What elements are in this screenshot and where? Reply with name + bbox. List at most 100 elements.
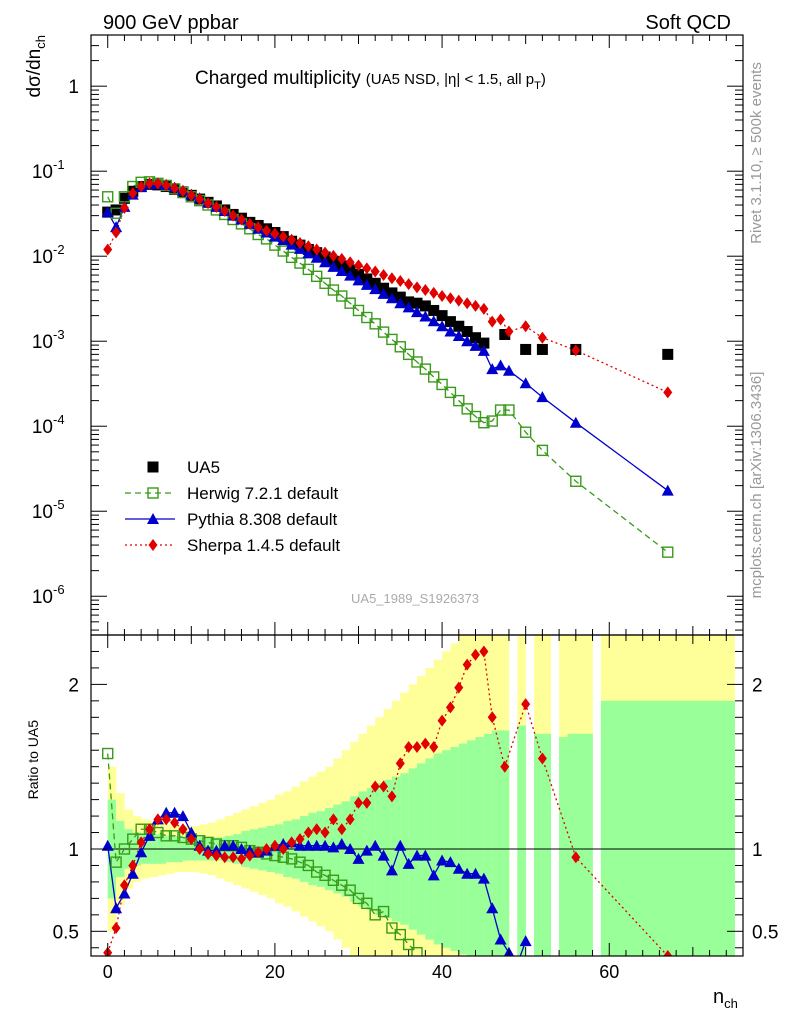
main-point-herwig-7-2-1-default bbox=[444, 386, 457, 399]
ratio-y-tick-label: 1 bbox=[68, 840, 79, 861]
ratio-point-pythia-8-308-default bbox=[385, 864, 398, 876]
ratio-point-herwig-7-2-1-default bbox=[102, 747, 114, 760]
ratio-point-pythia-8-308-default bbox=[486, 902, 499, 914]
main-point-herwig-7-2-1-default bbox=[411, 356, 423, 368]
ratio-point-sherpa-1-4-5-default bbox=[537, 752, 547, 765]
ratio-point-sherpa-1-4-5-default bbox=[379, 780, 389, 793]
y-tick-label-exponent: -1 bbox=[53, 157, 65, 172]
main-point-herwig-7-2-1-default bbox=[394, 341, 406, 353]
ratio-point-sherpa-1-4-5-default bbox=[186, 833, 196, 846]
y-tick-label: 10 bbox=[32, 417, 53, 438]
main-point-herwig-7-2-1-default bbox=[478, 417, 490, 429]
main-point-herwig-7-2-1-default bbox=[486, 415, 498, 427]
main-point-sherpa-1-4-5-default bbox=[312, 243, 322, 256]
ratio-point-sherpa-1-4-5-default bbox=[471, 648, 481, 661]
y-tick-label: 10 bbox=[32, 247, 53, 268]
main-point-herwig-7-2-1-default bbox=[344, 297, 356, 309]
main-point-sherpa-1-4-5-default bbox=[362, 262, 372, 275]
ratio-point-pythia-8-308-default bbox=[352, 852, 365, 864]
main-point-sherpa-1-4-5-default bbox=[195, 193, 205, 206]
legend: UA5 Herwig 7.2.1 default Pythia 8.308 defa… bbox=[125, 458, 340, 555]
ratio-point-sherpa-1-4-5-default bbox=[337, 823, 347, 836]
main-point-pythia-8-308-default bbox=[310, 251, 323, 263]
ratio-band-inner bbox=[534, 733, 552, 956]
main-point-sherpa-1-4-5-default bbox=[420, 284, 430, 297]
ratio-point-sherpa-1-4-5-default bbox=[228, 851, 238, 864]
main-point-pythia-8-308-default bbox=[436, 320, 449, 332]
main-point-herwig-7-2-1-default bbox=[102, 191, 114, 203]
main-point-pythia-8-308-default bbox=[519, 377, 532, 389]
ratio-point-sherpa-1-4-5-default bbox=[262, 843, 272, 855]
chart-title-sub-c: ) bbox=[541, 71, 546, 88]
ratio-point-pythia-8-308-default bbox=[293, 839, 306, 851]
main-point-sherpa-1-4-5-default bbox=[571, 344, 581, 357]
ratio-point-pythia-8-308-default bbox=[135, 846, 148, 858]
main-point-sherpa-1-4-5-default bbox=[445, 292, 455, 305]
ratio-point-pythia-8-308-default bbox=[477, 872, 490, 884]
y-tick-label: 10 bbox=[32, 502, 53, 523]
ratio-point-sherpa-1-4-5-default bbox=[437, 714, 447, 727]
ratio-point-herwig-7-2-1-default bbox=[118, 843, 131, 855]
ratio-point-herwig-7-2-1-default bbox=[386, 922, 398, 934]
ratio-point-sherpa-1-4-5-default bbox=[128, 859, 138, 872]
ratio-point-sherpa-1-4-5-default bbox=[312, 823, 322, 836]
main-point-pythia-8-308-default bbox=[101, 206, 114, 218]
ratio-point-sherpa-1-4-5-default bbox=[404, 740, 414, 753]
main-point-herwig-7-2-1-default bbox=[277, 245, 289, 257]
main-point-pythia-8-308-default bbox=[402, 301, 415, 313]
ratio-point-herwig-7-2-1-default bbox=[168, 830, 181, 842]
ratio-point-herwig-7-2-1-default bbox=[285, 853, 298, 865]
ratio-point-sherpa-1-4-5-default bbox=[145, 823, 155, 836]
main-point-sherpa-1-4-5-default bbox=[353, 259, 363, 272]
ratio-point-herwig-7-2-1-default bbox=[302, 859, 315, 872]
main-point-herwig-7-2-1-default bbox=[361, 311, 373, 324]
main-point-pythia-8-308-default bbox=[427, 315, 440, 327]
ratio-point-herwig-7-2-1-default bbox=[411, 947, 423, 956]
ratio-point-sherpa-1-4-5-default bbox=[195, 843, 205, 855]
ratio-y-tick-label: 0.5 bbox=[53, 922, 79, 943]
ratio-point-pythia-8-308-default bbox=[110, 902, 123, 914]
chart-title-sub-b: | < 1.5, all p bbox=[456, 71, 534, 88]
y-tick-label-exponent: -6 bbox=[53, 582, 65, 597]
ratio-point-herwig-7-2-1-default bbox=[361, 897, 373, 910]
main-point-sherpa-1-4-5-default bbox=[429, 286, 439, 299]
ratio-y-axis-label: Ratio to UA5 bbox=[25, 720, 41, 800]
ratio-band-inner bbox=[492, 730, 510, 956]
ratio-point-pythia-8-308-default bbox=[360, 844, 373, 856]
header-right: Soft QCD bbox=[645, 12, 731, 34]
ratio-point-pythia-8-308-default bbox=[369, 839, 382, 851]
ratio-point-pythia-8-308-default bbox=[160, 806, 173, 818]
main-point-sherpa-1-4-5-default bbox=[211, 200, 221, 213]
main-point-sherpa-1-4-5-default bbox=[345, 256, 355, 269]
x-tick-label: 0 bbox=[103, 962, 113, 982]
ratio-point-sherpa-1-4-5-default bbox=[170, 816, 180, 829]
main-point-pythia-8-308-default bbox=[302, 247, 315, 259]
ratio-uncertainty-bands bbox=[91, 635, 743, 956]
main-point-sherpa-1-4-5-default bbox=[278, 230, 288, 243]
main-point-sherpa-1-4-5-default bbox=[228, 209, 238, 222]
x-axis-label-sub: ch bbox=[724, 996, 738, 1011]
main-point-sherpa-1-4-5-default bbox=[454, 294, 464, 307]
ratio-point-pythia-8-308-default bbox=[185, 826, 198, 838]
ratio-point-sherpa-1-4-5-default bbox=[370, 780, 380, 793]
main-point-pythia-8-308-default bbox=[452, 330, 465, 342]
legend-marker-pythia-8-308-default bbox=[147, 513, 159, 524]
main-point-sherpa-1-4-5-default bbox=[328, 249, 338, 262]
ratio-band-inner bbox=[600, 700, 735, 956]
main-point-pythia-8-308-default bbox=[344, 269, 357, 281]
top-y-axis-label: dσ/dnch bbox=[24, 35, 48, 97]
ratio-point-sherpa-1-4-5-default bbox=[119, 879, 129, 892]
main-point-ua5 bbox=[436, 310, 448, 322]
main-point-sherpa-1-4-5-default bbox=[270, 227, 280, 240]
main-point-sherpa-1-4-5-default bbox=[404, 278, 414, 291]
ratio-point-sherpa-1-4-5-default bbox=[111, 922, 121, 935]
ratio-point-sherpa-1-4-5-default bbox=[500, 760, 510, 773]
ratio-point-sherpa-1-4-5-default bbox=[153, 813, 163, 826]
ratio-point-herwig-7-2-1-default bbox=[310, 866, 323, 878]
y-tick-label: 10 bbox=[32, 587, 53, 608]
ratio-point-sherpa-1-4-5-default bbox=[412, 740, 422, 753]
ratio-point-sherpa-1-4-5-default bbox=[454, 681, 464, 694]
main-point-sherpa-1-4-5-default bbox=[537, 331, 547, 344]
header-left: 900 GeV ppbar bbox=[103, 12, 239, 34]
